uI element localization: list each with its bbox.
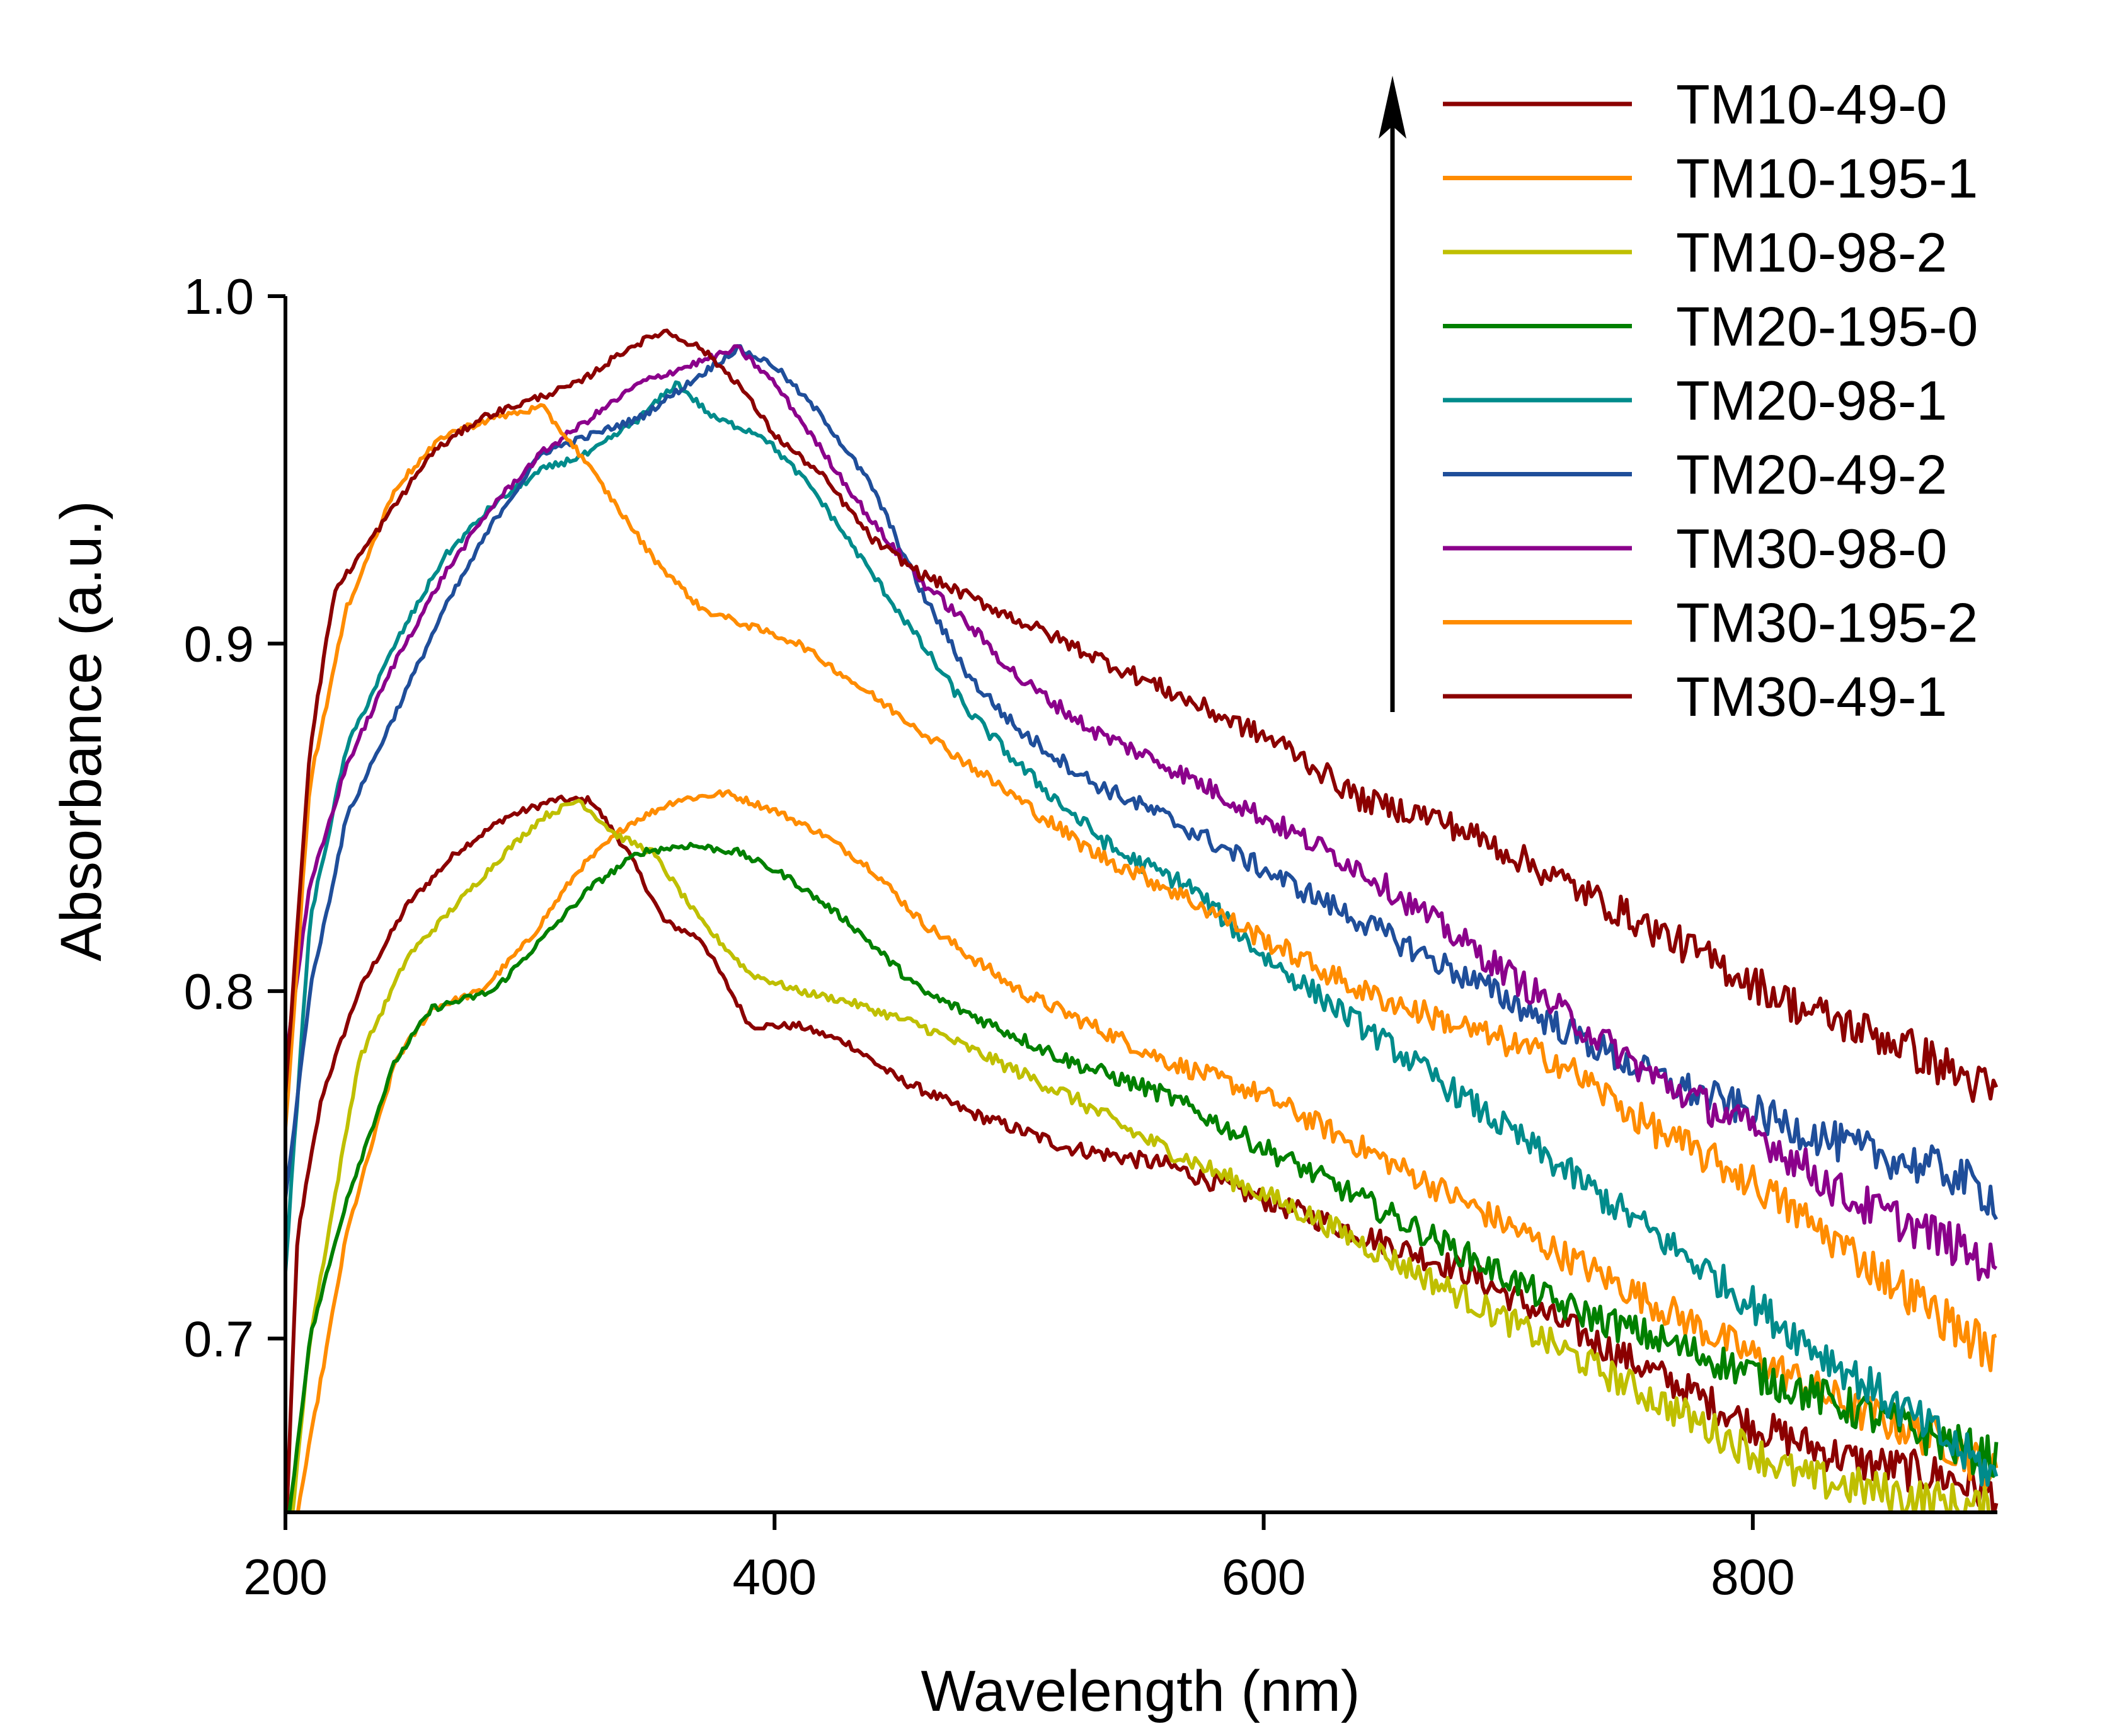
y-tick-label: 0.9 xyxy=(184,616,254,672)
legend-label: TM10-195-1 xyxy=(1676,147,1978,210)
axes xyxy=(284,296,1997,1514)
series-line-TM20-98-1 xyxy=(285,380,1999,1487)
legend-label: TM20-98-1 xyxy=(1676,369,1947,432)
x-tick-label: 800 xyxy=(1711,1549,1794,1605)
y-tick-label: 0.8 xyxy=(184,963,254,1020)
x-tick-label: 200 xyxy=(243,1549,327,1605)
ticks: 200 400 600 800 0.7 0.8 0.9 1.0 xyxy=(184,268,1795,1605)
legend-label: TM10-98-2 xyxy=(1676,221,1947,284)
x-tick-label: 400 xyxy=(733,1549,817,1605)
legend-label: TM20-195-0 xyxy=(1676,296,1978,358)
y-axis-title: Absorbance (a.u.) xyxy=(49,500,113,961)
series-line-TM30-195-2 xyxy=(285,403,1997,1372)
y-tick-label: 0.7 xyxy=(184,1311,254,1367)
legend-label: TM20-49-2 xyxy=(1676,444,1947,506)
series-line-TM10-195-1 xyxy=(296,789,1999,1512)
series-line-TM10-98-2 xyxy=(290,798,1991,1512)
legend-label: TM10-49-0 xyxy=(1676,73,1947,135)
arrow-head xyxy=(1379,76,1406,139)
y-tick-label: 1.0 xyxy=(184,268,254,325)
x-tick-label: 600 xyxy=(1222,1549,1306,1605)
series-line-TM20-195-0 xyxy=(287,842,1999,1512)
series-lines xyxy=(285,328,1999,1512)
series-line-TM30-98-0 xyxy=(285,344,1998,1282)
series-line-TM10-49-0 xyxy=(285,795,1999,1512)
series-line-TM30-49-1 xyxy=(285,328,1999,1103)
legend-label: TM30-49-1 xyxy=(1676,665,1947,728)
legend-label: TM30-195-2 xyxy=(1676,592,1978,654)
x-axis-title: Wavelength (nm) xyxy=(921,1659,1360,1723)
legend: TM10-49-0 TM10-195-1 TM10-98-2 TM20-195-0 TM… xyxy=(1443,73,1978,728)
trend-arrow xyxy=(1379,76,1406,712)
legend-label: TM30-98-0 xyxy=(1676,517,1947,580)
